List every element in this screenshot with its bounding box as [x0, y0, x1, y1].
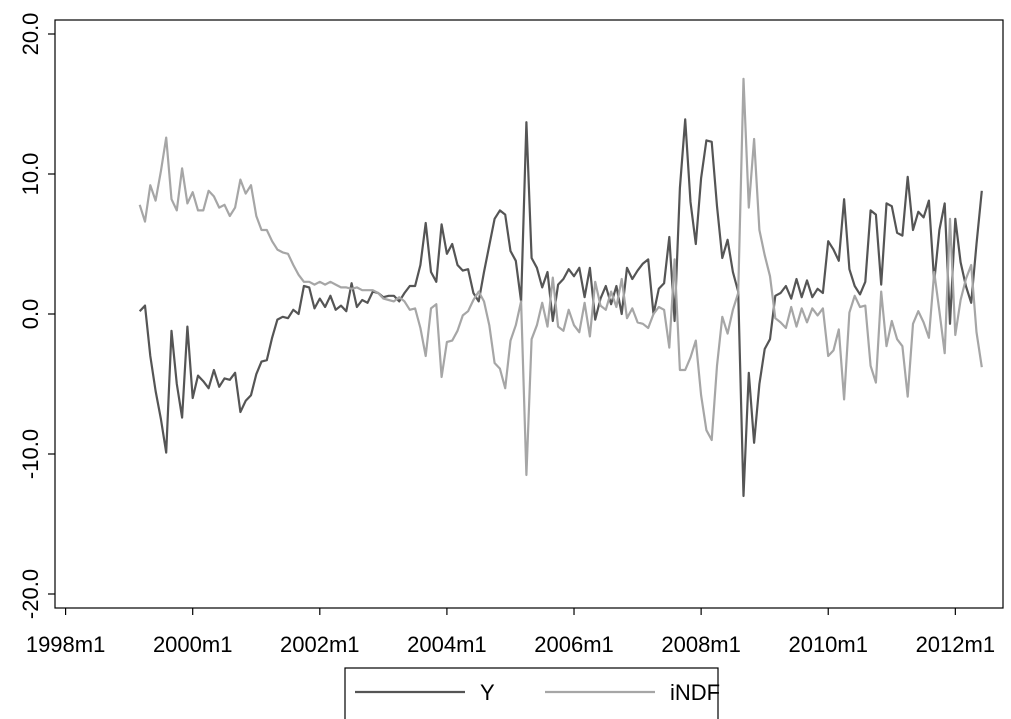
- series-line: [138, 118, 983, 498]
- x-tick-label: 2012m1: [916, 632, 996, 657]
- legend-box: [344, 667, 719, 719]
- y-tick-label: 10.0: [18, 153, 43, 196]
- plot-frame: [54, 19, 1004, 609]
- x-tick-label: 2006m1: [534, 632, 614, 657]
- legend-label: Y: [480, 680, 495, 705]
- y-tick-label: 20.0: [18, 13, 43, 56]
- legend-label: iNDF: [670, 680, 720, 705]
- y-tick-label: -10.0: [18, 429, 43, 479]
- x-tick-label: 2002m1: [280, 632, 360, 657]
- x-tick-label: 2008m1: [661, 632, 741, 657]
- x-tick-label: 2000m1: [153, 632, 233, 657]
- y-tick-label: -20.0: [18, 569, 43, 619]
- x-tick-label: 2010m1: [788, 632, 868, 657]
- y-tick-label: 0.0: [18, 299, 43, 330]
- series-line: [138, 77, 983, 477]
- x-tick-label: 1998m1: [26, 632, 106, 657]
- x-tick-label: 2004m1: [407, 632, 487, 657]
